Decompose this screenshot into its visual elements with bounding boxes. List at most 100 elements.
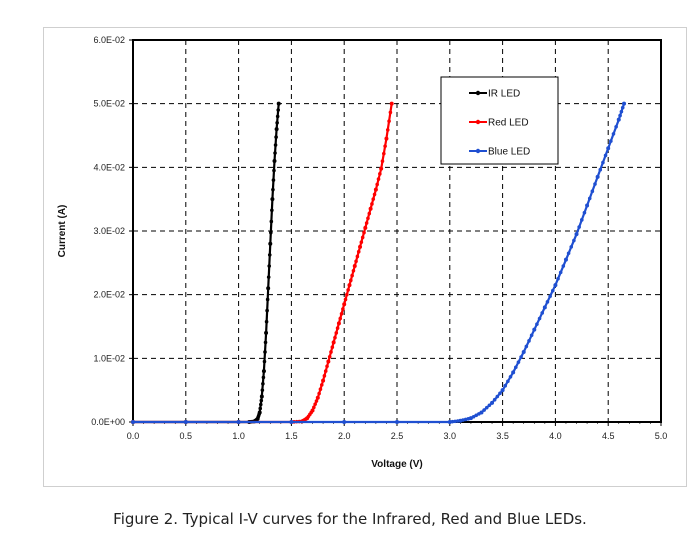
chart-frame — [43, 27, 687, 487]
data-point — [322, 374, 327, 378]
data-point — [312, 405, 316, 410]
data-point — [342, 302, 347, 307]
legend: IR LED Red LED Blue LED — [440, 76, 559, 165]
data-point — [537, 316, 542, 321]
data-point — [321, 378, 326, 383]
data-point — [532, 327, 537, 332]
data-point — [616, 117, 621, 122]
data-point — [598, 167, 603, 172]
data-point — [375, 182, 380, 187]
data-point — [265, 297, 270, 302]
data-point — [577, 225, 581, 229]
data-point — [317, 391, 321, 396]
data-point — [383, 144, 387, 148]
data-point — [524, 344, 529, 349]
data-point — [388, 110, 393, 115]
figure-caption: Figure 2. Typical I-V curves for the Inf… — [113, 510, 587, 528]
data-point — [343, 297, 348, 302]
data-point — [529, 333, 534, 338]
data-point — [330, 345, 335, 349]
x-tick-label: 1.0 — [232, 431, 245, 441]
legend-label: Red LED — [488, 118, 529, 129]
data-point — [371, 197, 376, 201]
data-point — [372, 192, 377, 197]
y-tick-label: 2.0E-02 — [93, 290, 125, 300]
x-tick-label: 0.0 — [127, 431, 140, 441]
data-point — [550, 288, 555, 293]
data-point — [572, 238, 576, 243]
data-point — [382, 151, 386, 156]
series-blue-led — [131, 101, 627, 424]
y-tick-label: 5.0E-02 — [93, 99, 125, 109]
data-point — [593, 182, 597, 186]
data-point — [545, 300, 550, 304]
data-point — [351, 268, 356, 273]
data-point — [258, 402, 263, 407]
data-point — [359, 240, 364, 244]
data-point — [236, 420, 241, 424]
data-point — [558, 270, 563, 275]
data-point — [268, 241, 273, 246]
data-point — [453, 419, 457, 424]
data-point — [354, 259, 358, 264]
data-point — [276, 101, 281, 106]
data-point — [601, 160, 605, 165]
y-tick-label: 4.0E-02 — [93, 162, 125, 172]
legend-label: IR LED — [488, 89, 520, 100]
data-point — [272, 158, 277, 163]
data-point — [487, 403, 492, 408]
grid — [133, 40, 661, 422]
data-point — [609, 139, 613, 143]
x-axis-title: Voltage (V) — [371, 459, 422, 470]
data-point — [376, 177, 381, 181]
series-line — [133, 103, 280, 424]
x-tick-label: 4.0 — [549, 431, 562, 441]
data-point — [606, 146, 611, 151]
data-point — [263, 350, 267, 354]
data-point — [366, 216, 370, 221]
series-ir-led — [131, 101, 281, 424]
data-point — [314, 399, 319, 403]
data-point — [273, 143, 278, 147]
data-point — [315, 395, 320, 400]
data-point — [262, 359, 267, 364]
data-point — [266, 275, 271, 279]
x-tick-label: 2.5 — [391, 431, 404, 441]
series-group — [131, 101, 627, 424]
data-point — [498, 391, 502, 396]
data-point — [267, 264, 272, 268]
data-point — [585, 203, 590, 208]
data-point — [387, 119, 391, 123]
data-point — [384, 136, 389, 141]
data-point — [350, 273, 354, 278]
data-point — [334, 331, 339, 335]
data-point — [261, 369, 266, 374]
series-red-led — [131, 101, 394, 424]
data-point — [511, 370, 516, 375]
data-point — [270, 208, 274, 213]
data-point — [318, 387, 323, 392]
data-point — [542, 305, 547, 310]
x-tick-label: 4.5 — [602, 431, 615, 441]
data-point — [346, 288, 350, 292]
legend-box — [440, 76, 559, 165]
x-tick-label: 0.5 — [180, 431, 193, 441]
data-point — [257, 410, 262, 415]
data-point — [508, 374, 513, 379]
data-point — [267, 253, 272, 257]
data-point — [516, 360, 521, 364]
data-point — [345, 292, 349, 297]
data-point — [548, 294, 552, 299]
data-point — [360, 235, 365, 240]
y-tick-label: 1.0E-02 — [93, 353, 125, 363]
data-point — [563, 257, 568, 262]
data-point — [261, 375, 266, 380]
data-point — [574, 232, 579, 237]
legend-marker — [475, 148, 481, 154]
data-point — [275, 120, 279, 125]
data-point — [500, 388, 505, 393]
data-point — [368, 206, 373, 211]
data-point — [540, 311, 544, 315]
data-point — [580, 218, 584, 222]
data-point — [495, 394, 500, 399]
